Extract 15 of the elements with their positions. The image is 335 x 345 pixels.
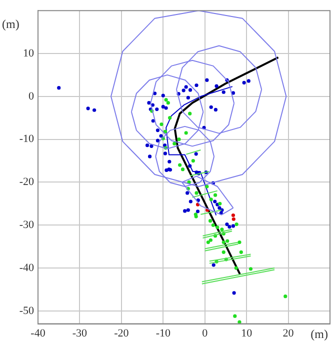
x-tick-label: -20 (114, 327, 130, 340)
x-tick-label: -10 (156, 327, 171, 340)
x-tick-label: 20 (282, 327, 294, 340)
x-tick-label: 10 (241, 327, 253, 340)
y-axis-title: (m) (2, 16, 20, 31)
y-tick-label: -50 (19, 304, 34, 317)
y-tick-label: -40 (19, 262, 34, 274)
y-tick-label: -10 (19, 133, 34, 146)
y-tick-label: -30 (19, 219, 34, 232)
x-tick-label: -30 (72, 327, 88, 340)
y-tick-label: -20 (19, 176, 34, 188)
y-tick-label: 10 (23, 47, 34, 60)
x-tick-label: 0 (202, 327, 208, 340)
x-axis-title: (m) (310, 326, 328, 341)
y-tick-label: 0 (28, 90, 34, 102)
